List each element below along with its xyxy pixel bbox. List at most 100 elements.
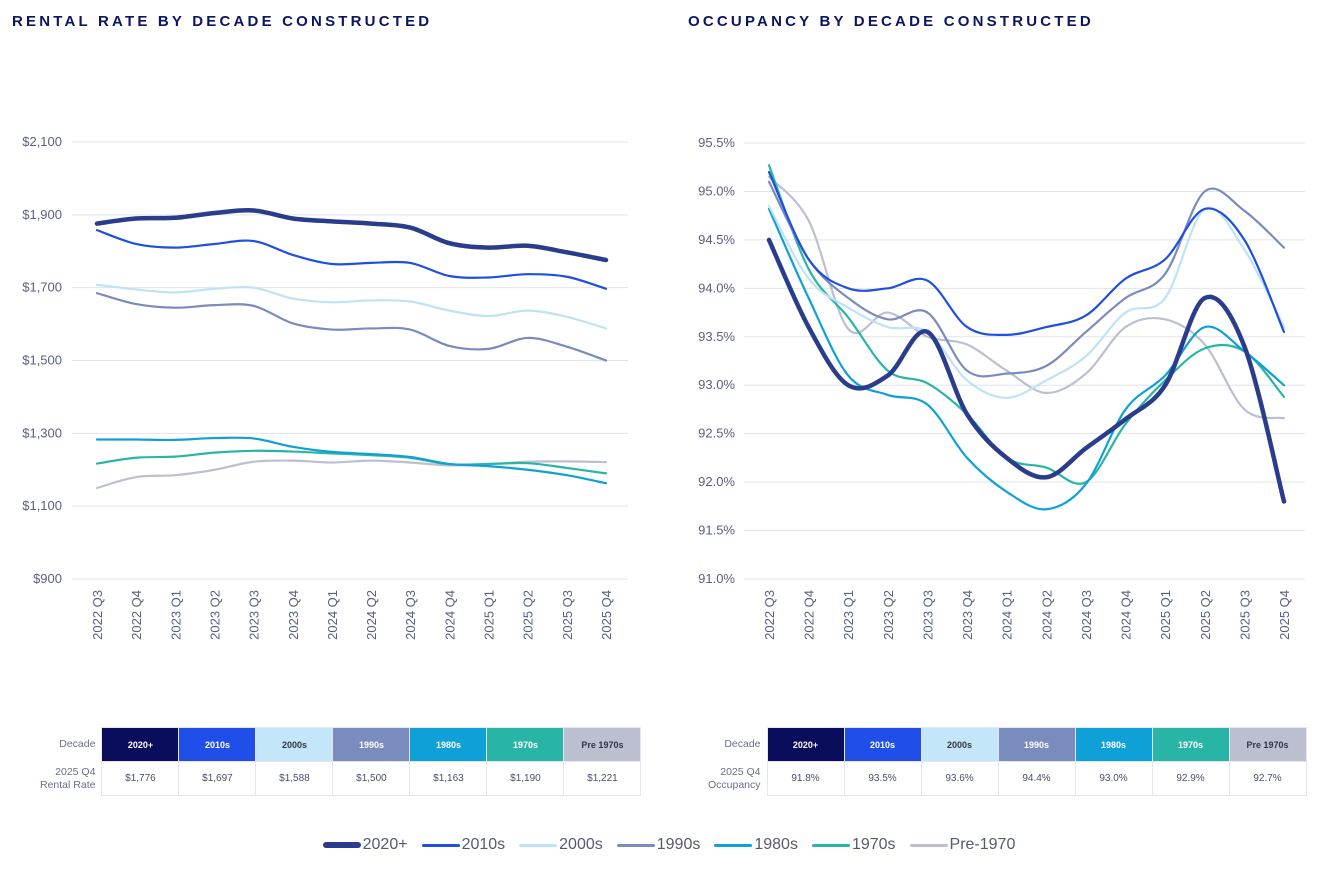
x-tick-label: 2023 Q4 bbox=[960, 590, 975, 640]
x-tick-label: 2023 Q3 bbox=[920, 590, 935, 640]
series-line-2010s bbox=[767, 170, 1286, 337]
x-tick-label: 2023 Q3 bbox=[247, 590, 262, 640]
x-tick-label: 2023 Q4 bbox=[286, 590, 301, 640]
x-tick-label: 2025 Q4 bbox=[599, 590, 614, 640]
table-header-2: 2000s bbox=[255, 727, 334, 762]
table-header-2: 2000s bbox=[920, 727, 999, 762]
header-label: Decade bbox=[724, 738, 761, 750]
y-tick-label: 93.5% bbox=[698, 329, 735, 344]
series-line-1990s bbox=[767, 180, 1286, 378]
legend-swatch bbox=[421, 843, 460, 847]
x-tick-label: 2023 Q1 bbox=[168, 590, 183, 640]
x-tick-label: 2024 Q2 bbox=[364, 590, 379, 640]
table-header-5: 1970s bbox=[486, 727, 565, 762]
table-value-4: 93.0% bbox=[1074, 761, 1153, 796]
table-value-3: $1,500 bbox=[332, 761, 411, 796]
table-header-0: 2020+ bbox=[766, 727, 845, 762]
y-tick-label: $1,100 bbox=[22, 498, 62, 513]
legend-swatch bbox=[909, 843, 948, 847]
y-tick-label: 95.0% bbox=[698, 183, 735, 198]
table-value-6: 92.7% bbox=[1228, 761, 1307, 796]
legend-label: 1970s bbox=[851, 836, 896, 853]
legend-label: Pre-1970 bbox=[949, 836, 1016, 853]
table-value-6: $1,221 bbox=[563, 761, 642, 796]
table-header-5: 1970s bbox=[1151, 727, 1230, 762]
row-label: 2025 Q4 Rental Rate bbox=[40, 765, 96, 791]
legend-swatch bbox=[322, 842, 361, 848]
table-value-5: $1,190 bbox=[486, 761, 565, 796]
table-header-1: 2010s bbox=[178, 727, 257, 762]
series-line-1970s bbox=[767, 164, 1286, 485]
table-header-4: 1980s bbox=[1074, 727, 1153, 762]
series-line-1980s bbox=[95, 436, 608, 485]
legend-item: 1970s bbox=[811, 836, 896, 854]
y-tick-label: $900 bbox=[33, 571, 62, 586]
occupancy-table: Decade 2020+ 2010s 2000s 1990s 1980s 1970s Pre … bbox=[708, 727, 1307, 796]
legend-swatch bbox=[811, 843, 850, 847]
legend-item: Pre-1970 bbox=[909, 836, 1016, 854]
x-tick-label: 2024 Q1 bbox=[1000, 590, 1015, 640]
x-tick-label: 2025 Q2 bbox=[521, 590, 536, 640]
y-tick-label: $1,900 bbox=[22, 207, 62, 222]
x-tick-label: 2025 Q4 bbox=[1277, 590, 1292, 640]
y-tick-label: 95.5% bbox=[698, 135, 735, 150]
table-value-5: 92.9% bbox=[1151, 761, 1230, 796]
legend-label: 1980s bbox=[754, 836, 798, 853]
series-line-Pre-1970 bbox=[767, 175, 1286, 420]
table-header-0: 2020+ bbox=[101, 727, 180, 762]
table-header-3: 1990s bbox=[997, 727, 1076, 762]
y-tick-label: $2,100 bbox=[22, 134, 62, 149]
row-label: 2025 Q4 Occupancy bbox=[708, 765, 761, 791]
legend-label: 2010s bbox=[461, 836, 506, 853]
legend-item: 2010s bbox=[421, 836, 506, 854]
table-value-1: 93.5% bbox=[843, 761, 922, 796]
x-tick-label: 2025 Q3 bbox=[1237, 590, 1252, 640]
table-value-1: $1,697 bbox=[178, 761, 257, 796]
legend-item: 1980s bbox=[714, 836, 798, 854]
y-tick-label: 92.0% bbox=[698, 474, 735, 489]
table-header-1: 2010s bbox=[843, 727, 922, 762]
y-tick-label: $1,500 bbox=[22, 353, 62, 368]
y-tick-label: $1,700 bbox=[22, 280, 62, 295]
series-line-2000s bbox=[95, 283, 608, 330]
rental-rate-chart: $900 $1,100 $1,300 $1,500 $1,700 $1,900 $2,100… bbox=[22, 134, 628, 640]
table-value-0: 91.8% bbox=[766, 761, 845, 796]
legend-swatch bbox=[714, 843, 753, 847]
series-line-Pre-1970 bbox=[95, 459, 608, 490]
series-line-1990s bbox=[95, 292, 608, 362]
x-tick-label: 2024 Q2 bbox=[1039, 590, 1054, 640]
series-line-2020+ bbox=[94, 208, 609, 263]
table-header-6: Pre 1970s bbox=[1228, 727, 1307, 762]
x-tick-label: 2022 Q4 bbox=[129, 590, 144, 640]
x-tick-label: 2023 Q2 bbox=[207, 590, 222, 640]
series-line-1980s bbox=[767, 207, 1286, 511]
table-value-0: $1,776 bbox=[101, 761, 180, 796]
series-line-2010s bbox=[95, 229, 608, 290]
y-tick-label: 91.5% bbox=[698, 523, 735, 538]
legend-item: 1990s bbox=[616, 836, 701, 854]
table-header-4: 1980s bbox=[409, 727, 488, 762]
occupancy-chart-title: OCCUPANCY BY DECADE CONSTRUCTED bbox=[688, 13, 1094, 30]
x-tick-label: 2023 Q2 bbox=[881, 590, 896, 640]
series-line-2000s bbox=[767, 204, 1286, 399]
x-tick-label: 2024 Q4 bbox=[1119, 590, 1134, 640]
y-tick-label: 94.0% bbox=[698, 280, 735, 295]
y-tick-label: 91.0% bbox=[698, 571, 735, 586]
x-tick-label: 2022 Q3 bbox=[90, 590, 105, 640]
x-tick-label: 2024 Q3 bbox=[403, 590, 418, 640]
x-tick-label: 2024 Q1 bbox=[325, 590, 340, 640]
rental-chart-title: RENTAL RATE BY DECADE CONSTRUCTED bbox=[12, 13, 433, 30]
legend-label: 2020+ bbox=[362, 836, 408, 853]
y-tick-label: 92.5% bbox=[698, 426, 735, 441]
table-header-3: 1990s bbox=[332, 727, 411, 762]
x-tick-label: 2024 Q4 bbox=[442, 590, 457, 640]
x-tick-label: 2022 Q3 bbox=[762, 590, 777, 640]
legend-label: 1990s bbox=[656, 836, 701, 853]
x-tick-label: 2025 Q2 bbox=[1198, 590, 1213, 640]
table-header-6: Pre 1970s bbox=[563, 727, 642, 762]
x-tick-label: 2025 Q1 bbox=[1158, 590, 1173, 640]
x-tick-label: 2023 Q1 bbox=[841, 590, 856, 640]
table-value-2: $1,588 bbox=[255, 761, 334, 796]
y-tick-label: $1,300 bbox=[22, 425, 62, 440]
legend-swatch bbox=[616, 843, 655, 847]
